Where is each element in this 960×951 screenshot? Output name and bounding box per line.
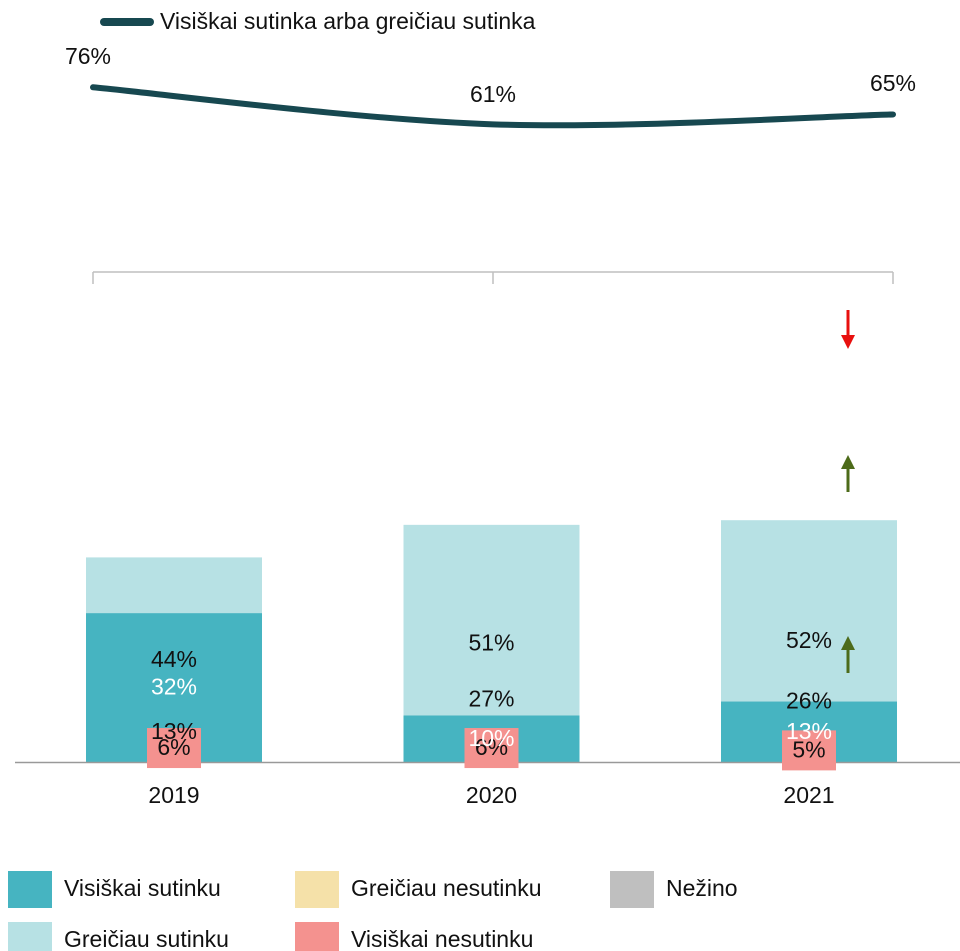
label-box [464,728,519,769]
data-label: 44% [151,646,197,672]
data-label: 61% [470,81,516,107]
x-tick-label: 2019 [148,782,199,808]
data-label: 51% [468,630,514,656]
legend-label: Greičiau sutinku [64,926,229,951]
arrow-up [841,636,855,673]
legend-label: Visiškai sutinku [64,875,221,901]
data-label: 32% [151,674,197,700]
legend-swatch [8,922,52,951]
legend-label: Visiškai nesutinku [351,926,533,951]
data-label: 26% [786,688,832,714]
legend-swatch [295,871,339,908]
legend-swatch [295,922,339,951]
legend-label: Nežino [666,875,738,901]
x-tick-label: 2020 [466,782,517,808]
x-tick-label: 2021 [783,782,834,808]
data-label: 5% [792,736,825,762]
legend-label: Visiškai sutinka arba greičiau sutinka [160,8,536,34]
data-label: 76% [65,43,111,69]
arrow-up [841,455,855,492]
data-label: 52% [786,627,832,653]
data-label: 6% [475,734,508,760]
label-box [782,730,836,771]
data-label: 10% [468,725,514,751]
data-label: 65% [870,70,916,96]
data-label: 13% [151,718,197,744]
data-label: 27% [468,685,514,711]
label-box [147,728,201,769]
legend-label: Greičiau nesutinku [351,875,542,901]
legend-swatch [8,871,52,908]
data-label: 13% [786,718,832,744]
legend-swatch [610,871,654,908]
line [90,84,896,129]
data-label: 6% [157,734,190,760]
arrow-down [841,310,855,349]
